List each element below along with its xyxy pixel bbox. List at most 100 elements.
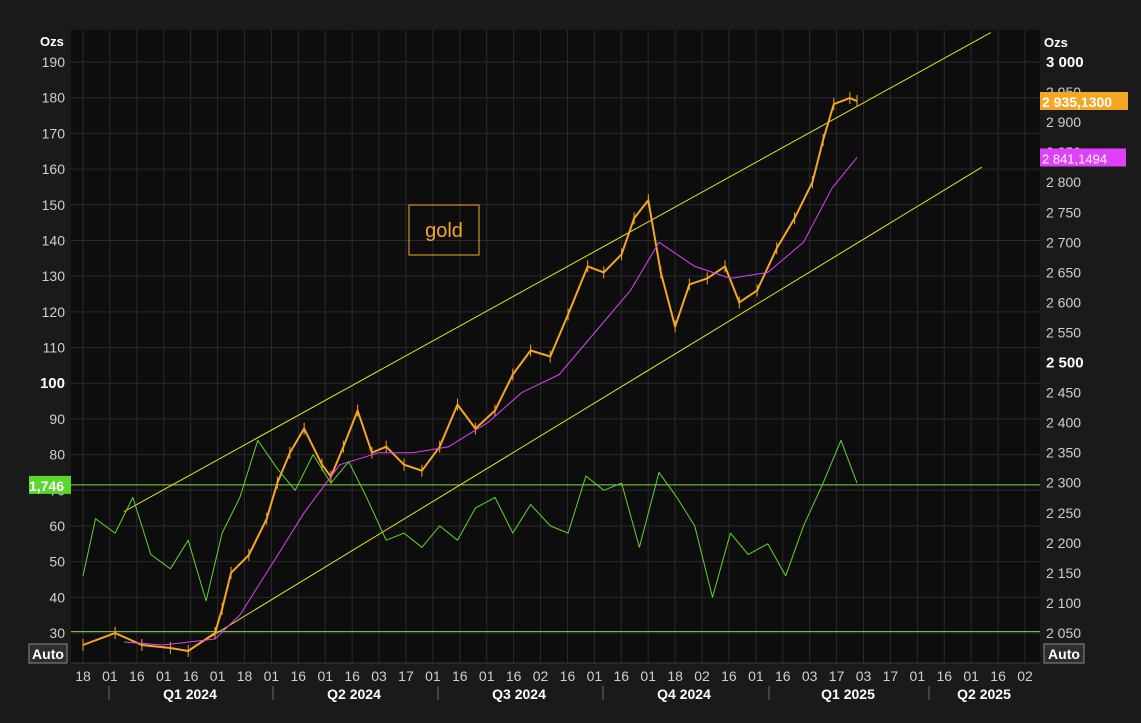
quarter-label: Q4 2024 (657, 686, 711, 702)
left-tick-label: 60 (49, 518, 65, 534)
auto-button-right[interactable]: Auto (1043, 643, 1085, 664)
reference-lines (71, 484, 1040, 633)
series (82, 92, 858, 658)
left-tick-label: 180 (42, 90, 66, 106)
quarter-label: Q2 2024 (327, 686, 381, 702)
channel-line-lower (196, 166, 983, 646)
x-tick-label: 01 (963, 668, 979, 684)
quarter-label: Q1 2024 (163, 686, 217, 702)
right-tick-label: 2 100 (1046, 595, 1081, 611)
x-tick-label: 17 (829, 668, 845, 684)
auto-button-left-label: Auto (32, 646, 64, 662)
left-tick-label: 120 (42, 304, 66, 320)
x-tick-label: 16 (936, 668, 952, 684)
right-tick-label: 2 150 (1046, 565, 1081, 581)
right-tick-label: 2 450 (1046, 385, 1081, 401)
ratio-value-label: 1,746 (29, 475, 71, 494)
series-line-ratio (82, 439, 858, 602)
x-tick-label: 16 (775, 668, 791, 684)
right-tick-label: 3 000 (1046, 54, 1084, 71)
x-axis: 18 01 16 01 16 01 18 01 16 01 16 03 17 01 16 01 16 02 16 01… (71, 662, 1040, 702)
x-tick-label: 18 (75, 668, 91, 684)
left-tick-label: 140 (42, 232, 66, 248)
ratio-value-label-text: 1,746 (29, 478, 64, 494)
x-tick-label: 03 (802, 668, 818, 684)
right-tick-label: 2 300 (1046, 475, 1081, 491)
gold-price-label-bg (1040, 91, 1128, 110)
left-axis: Ozs1901801701601501401301201101009080706… (29, 34, 71, 641)
ma-price-label-bg (1040, 148, 1126, 167)
right-tick-label: 2 200 (1046, 535, 1081, 551)
x-tick-label: 16 (721, 668, 737, 684)
x-tick-label: 01 (264, 668, 280, 684)
x-tick-label: 16 (291, 668, 307, 684)
left-tick-label: 30 (49, 625, 65, 641)
right-tick-label: 2 600 (1046, 294, 1081, 310)
x-tick-label: 17 (883, 668, 899, 684)
right-tick-label: 2 750 (1046, 204, 1081, 220)
ma-price-label: 2 841,1494 (1040, 148, 1126, 167)
right-tick-label: 2 650 (1046, 264, 1081, 280)
x-tick-label: 03 (371, 668, 387, 684)
x-tick-label: 18 (667, 668, 683, 684)
grid (71, 30, 1040, 663)
x-tick-label: 16 (452, 668, 468, 684)
x-tick-label: 01 (425, 668, 441, 684)
right-tick-label: 2 250 (1046, 505, 1081, 521)
x-tick-label: 01 (210, 668, 226, 684)
auto-button-right-label: Auto (1048, 646, 1080, 662)
x-tick-label: 16 (183, 668, 199, 684)
quarter-label: Q2 2025 (957, 686, 1011, 702)
right-tick-label: 2 400 (1046, 415, 1081, 431)
left-tick-label: 170 (42, 125, 66, 141)
x-tick-label: 16 (990, 668, 1006, 684)
ratio-value-label-bg (29, 475, 71, 494)
right-tick-label: 2 500 (1046, 355, 1084, 372)
left-tick-label: 110 (43, 340, 66, 356)
gold-annotation-label: gold (425, 220, 463, 242)
trend-channel (123, 32, 992, 646)
right-tick-label: 2 700 (1046, 234, 1081, 250)
x-tick-label: 16 (613, 668, 629, 684)
gold-price-label-text: 2 935,1300 (1042, 94, 1112, 110)
gold-price-label: 2 935,1300 (1040, 91, 1128, 110)
x-tick-label: 01 (748, 668, 764, 684)
x-tick-label: 01 (640, 668, 656, 684)
x-tick-label: 16 (506, 668, 522, 684)
left-tick-label: 160 (42, 161, 66, 177)
series-line-gold (82, 97, 858, 652)
x-tick-label: 01 (156, 668, 172, 684)
left-axis-unit: Ozs (40, 34, 64, 49)
left-tick-label: 80 (49, 447, 65, 463)
quarter-label: Q1 2025 (821, 686, 875, 702)
left-tick-label: 50 (49, 554, 65, 570)
left-tick-label: 150 (42, 197, 66, 213)
right-tick-label: 2 550 (1046, 324, 1081, 340)
x-tick-label: 02 (533, 668, 549, 684)
left-tick-label: 190 (42, 54, 66, 70)
quarter-label: Q3 2024 (492, 686, 546, 702)
channel-line-upper (123, 32, 992, 513)
left-tick-label: 130 (42, 268, 66, 284)
right-tick-label: 2 800 (1046, 174, 1081, 190)
x-tick-label: 17 (398, 668, 414, 684)
x-tick-label: 01 (910, 668, 926, 684)
right-tick-label: 2 350 (1046, 445, 1081, 461)
auto-button-left[interactable]: Auto (28, 643, 68, 664)
left-tick-label: 90 (49, 411, 65, 427)
left-tick-label: 100 (40, 375, 65, 392)
right-axis-unit: Ozs (1044, 35, 1068, 50)
gold-annotation-box[interactable]: gold (408, 204, 480, 256)
x-tick-label: 02 (1017, 668, 1033, 684)
x-tick-label: 16 (560, 668, 576, 684)
x-tick-label: 16 (344, 668, 360, 684)
right-tick-label: 2 050 (1046, 625, 1081, 641)
x-tick-label: 18 (237, 668, 253, 684)
x-tick-label: 01 (479, 668, 495, 684)
left-tick-label: 40 (49, 589, 65, 605)
x-tick-label: 01 (317, 668, 333, 684)
ma-price-label-text: 2 841,1494 (1042, 151, 1107, 166)
